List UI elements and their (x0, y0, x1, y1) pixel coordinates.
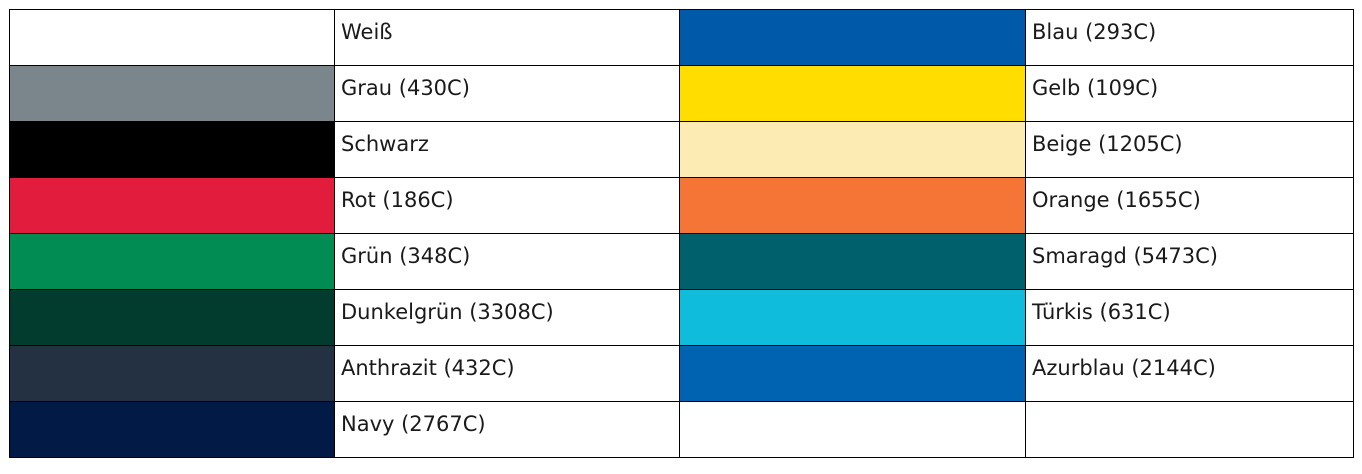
color-swatch (679, 233, 1026, 290)
color-swatch (679, 121, 1026, 178)
table-row: Schwarz Beige (1205C) (9, 121, 1354, 178)
color-label: Dunkelgrün (3308C) (334, 289, 680, 346)
color-table: Weiß Blau (293C) Grau (430C) Gelb (109C)… (9, 9, 1354, 458)
color-swatch (679, 177, 1026, 234)
color-label: Weiß (334, 9, 680, 66)
color-label: Navy (2767C) (334, 401, 680, 458)
color-label: Rot (186C) (334, 177, 680, 234)
color-label: Beige (1205C) (1025, 121, 1354, 178)
color-swatch (679, 345, 1026, 402)
color-swatch (9, 177, 335, 234)
color-swatch (679, 65, 1026, 122)
color-label: Türkis (631C) (1025, 289, 1354, 346)
table-row: Dunkelgrün (3308C) Türkis (631C) (9, 289, 1354, 346)
color-swatch (9, 289, 335, 346)
color-label: Azurblau (2144C) (1025, 345, 1354, 402)
empty-cell (679, 401, 1026, 458)
table-row: Weiß Blau (293C) (9, 9, 1354, 66)
color-swatch (679, 9, 1026, 66)
color-swatch (9, 121, 335, 178)
color-label: Schwarz (334, 121, 680, 178)
table-row: Grün (348C) Smaragd (5473C) (9, 233, 1354, 290)
table-row: Grau (430C) Gelb (109C) (9, 65, 1354, 122)
color-label: Gelb (109C) (1025, 65, 1354, 122)
color-label: Orange (1655C) (1025, 177, 1354, 234)
color-label: Anthrazit (432C) (334, 345, 680, 402)
color-swatch (679, 289, 1026, 346)
table-row: Rot (186C) Orange (1655C) (9, 177, 1354, 234)
color-label: Grau (430C) (334, 65, 680, 122)
empty-cell (1025, 401, 1354, 458)
color-swatch (9, 345, 335, 402)
table-row: Navy (2767C) (9, 401, 1354, 458)
color-swatch (9, 65, 335, 122)
color-swatch (9, 401, 335, 458)
table-row: Anthrazit (432C) Azurblau (2144C) (9, 345, 1354, 402)
color-swatch (9, 233, 335, 290)
color-label: Blau (293C) (1025, 9, 1354, 66)
color-label: Grün (348C) (334, 233, 680, 290)
color-label: Smaragd (5473C) (1025, 233, 1354, 290)
color-swatch (9, 9, 335, 66)
